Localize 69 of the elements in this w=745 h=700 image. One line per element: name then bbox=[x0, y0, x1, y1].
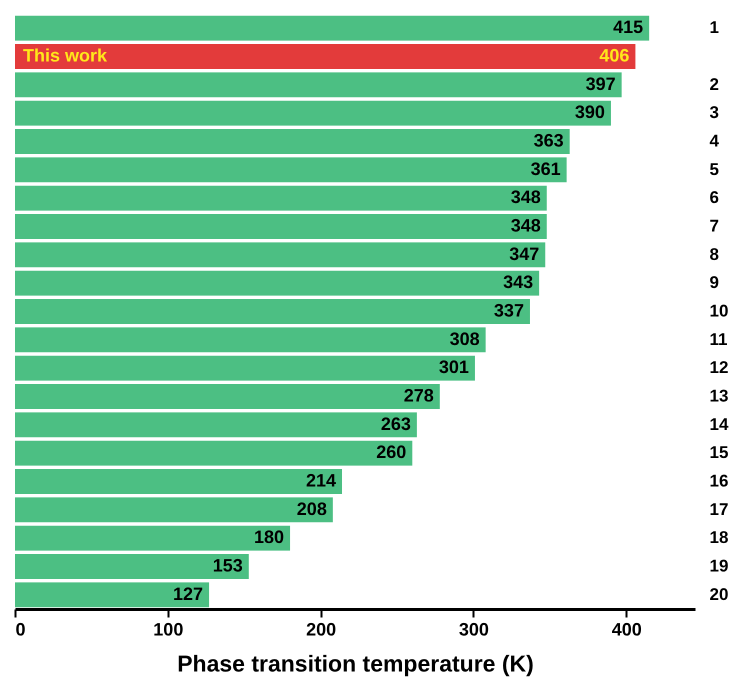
data-label: 127 bbox=[173, 584, 204, 604]
y-tick-label: 12 bbox=[710, 358, 728, 378]
bar bbox=[15, 44, 636, 69]
y-tick-label: 16 bbox=[710, 472, 728, 490]
y-tick-label: 4 bbox=[710, 132, 720, 150]
bar bbox=[15, 299, 530, 324]
y-tick-label: 6 bbox=[710, 188, 719, 208]
bar bbox=[15, 497, 333, 522]
y-tick-label: 7 bbox=[710, 216, 719, 236]
bar bbox=[15, 72, 622, 98]
data-label: 406 bbox=[599, 46, 630, 66]
data-label: 260 bbox=[376, 442, 406, 462]
y-tick-label: 13 bbox=[710, 386, 728, 406]
y-tick-label: 8 bbox=[710, 244, 719, 264]
bar bbox=[15, 157, 567, 182]
x-tick-label: 200 bbox=[306, 620, 336, 640]
data-label: 301 bbox=[438, 357, 469, 378]
x-tick-label: 300 bbox=[458, 620, 489, 640]
data-label: 263 bbox=[380, 414, 411, 434]
x-tick-label: 100 bbox=[153, 620, 184, 640]
data-label: 153 bbox=[212, 556, 243, 576]
data-label: 337 bbox=[494, 300, 524, 320]
data-label: 397 bbox=[586, 74, 616, 94]
y-tick-label: 1 bbox=[710, 18, 719, 38]
bar bbox=[15, 526, 290, 551]
bar bbox=[15, 242, 546, 268]
x-tick-label: 0 bbox=[16, 620, 26, 640]
y-tick-label: 2 bbox=[710, 74, 719, 94]
data-label: 214 bbox=[306, 470, 336, 490]
data-label: 390 bbox=[574, 102, 605, 122]
bar bbox=[15, 214, 547, 239]
y-tick-label: 17 bbox=[710, 500, 728, 519]
y-tick-label: 14 bbox=[710, 414, 729, 434]
data-label: 347 bbox=[509, 244, 540, 264]
data-label: 348 bbox=[510, 187, 541, 208]
y-tick-label: 15 bbox=[710, 443, 728, 462]
bar bbox=[15, 16, 650, 41]
bar bbox=[15, 554, 249, 579]
x-axis-title: Phase transition temperature (K) bbox=[177, 650, 534, 676]
data-label: 363 bbox=[534, 130, 564, 150]
y-tick-label: 3 bbox=[710, 103, 719, 122]
data-label: 361 bbox=[530, 158, 561, 179]
bar bbox=[15, 270, 540, 296]
annotation: This work bbox=[23, 46, 108, 66]
bar bbox=[15, 582, 210, 608]
data-label: 208 bbox=[296, 498, 327, 519]
bar bbox=[15, 440, 412, 466]
data-label: 278 bbox=[404, 386, 434, 406]
data-label: 308 bbox=[450, 328, 480, 349]
y-tick-label: 19 bbox=[710, 556, 728, 576]
data-label: 180 bbox=[254, 527, 284, 548]
bar bbox=[15, 129, 570, 154]
data-label: 415 bbox=[613, 17, 644, 38]
y-tick-label: 20 bbox=[710, 584, 728, 604]
y-tick-label: 18 bbox=[710, 528, 728, 548]
data-label: 348 bbox=[510, 216, 541, 236]
data-label: 343 bbox=[503, 272, 534, 292]
bar bbox=[15, 327, 486, 352]
y-tick-label: 5 bbox=[710, 160, 719, 179]
y-tick-label: 11 bbox=[710, 330, 728, 349]
bar bbox=[15, 412, 417, 438]
bar bbox=[15, 356, 475, 381]
bar bbox=[15, 186, 547, 211]
x-tick-label: 400 bbox=[612, 620, 642, 640]
bar bbox=[15, 469, 342, 494]
y-tick-label: 9 bbox=[710, 273, 719, 292]
y-tick-label: 10 bbox=[710, 302, 728, 320]
bar bbox=[15, 384, 440, 409]
bar bbox=[15, 100, 611, 126]
